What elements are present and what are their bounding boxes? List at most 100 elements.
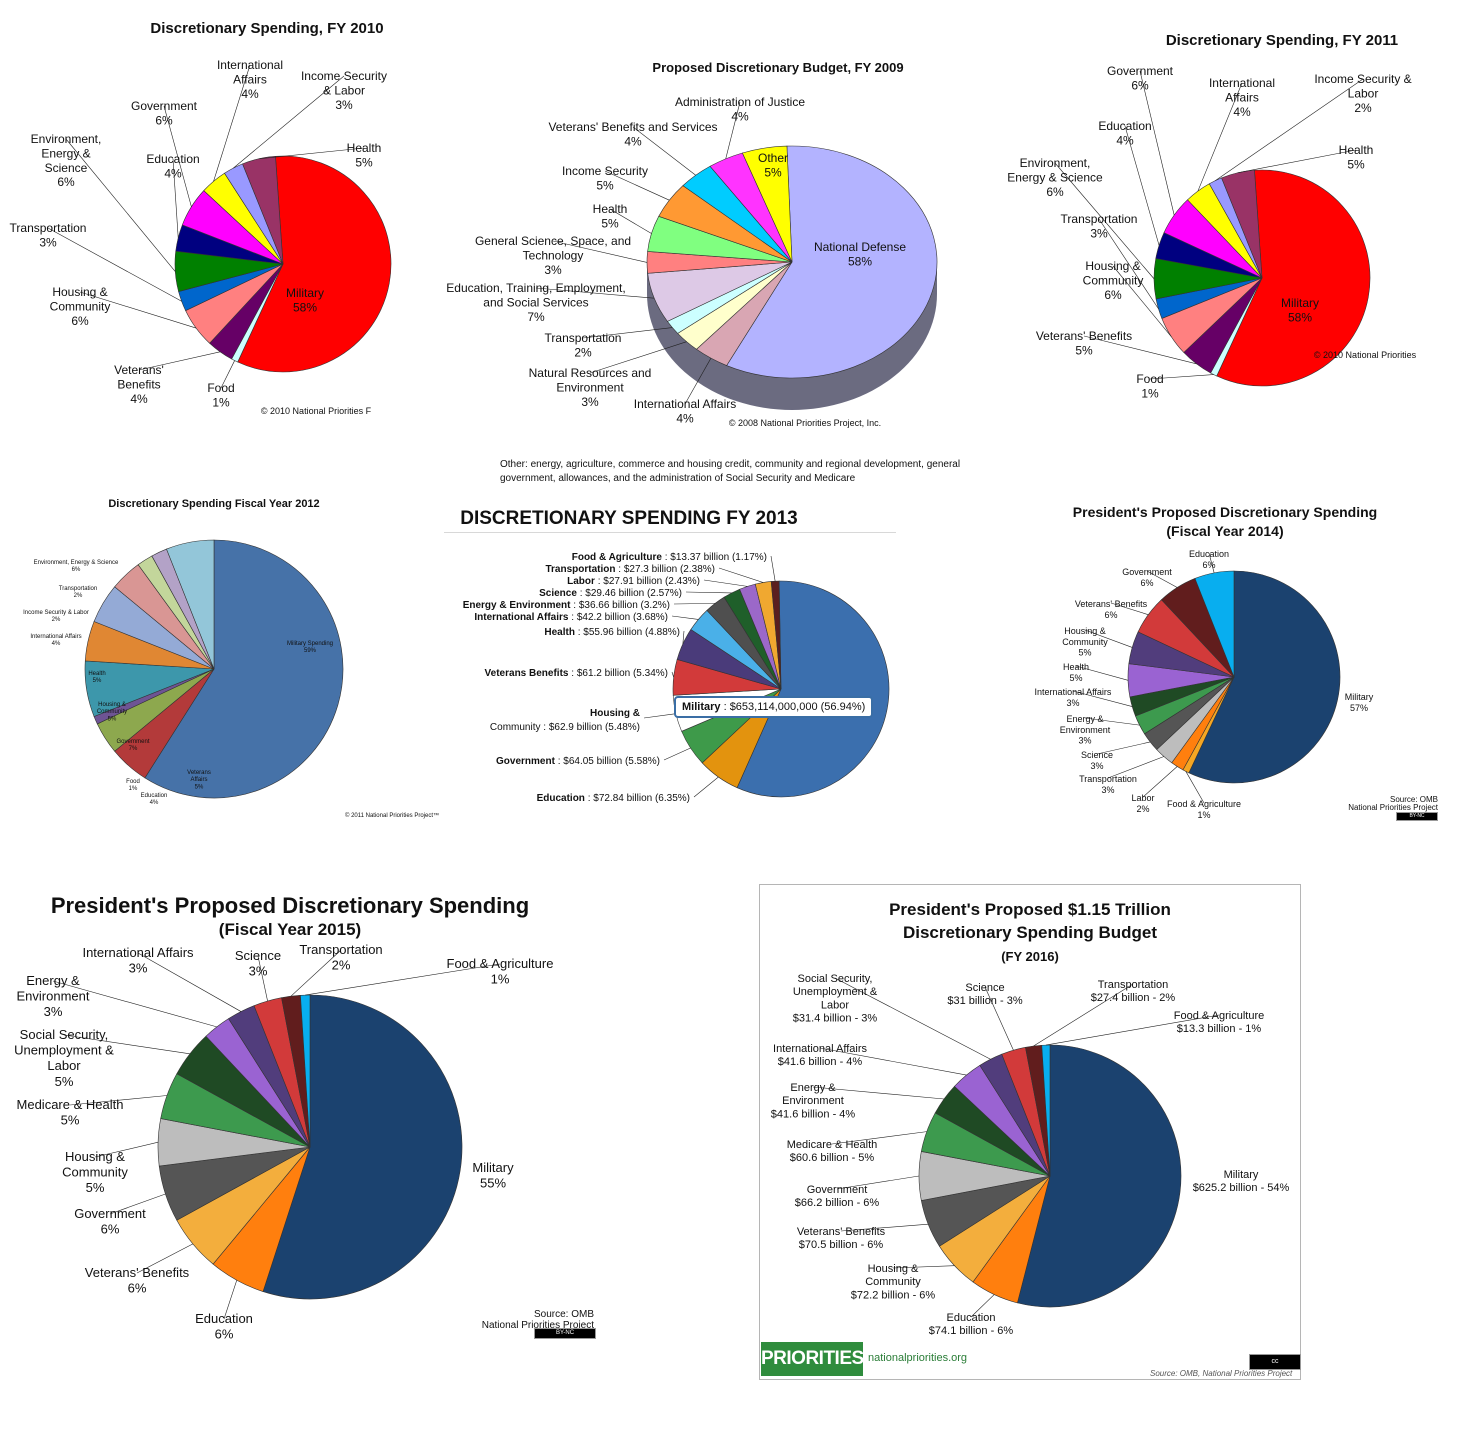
fy2016-source: Source: OMB, National Priorities Project bbox=[1150, 1369, 1293, 1378]
fy2014-label-military: Military 57% bbox=[1345, 692, 1374, 713]
fy2012-label-education: Education 4% bbox=[141, 793, 168, 806]
fy2016-leader-government bbox=[836, 1175, 920, 1190]
fy2010-label-government: Government 6% bbox=[131, 99, 198, 127]
fy2016-pie bbox=[812, 977, 1220, 1318]
fy2016-label-housing-community: Housing & Community $72.2 billion - 6% bbox=[851, 1263, 936, 1301]
fy2016-slice-food-agriculture[interactable] bbox=[1041, 1044, 1051, 1177]
fy2009-slice-other[interactable] bbox=[741, 145, 793, 263]
fy2014-leader-food-agriculture bbox=[1185, 771, 1205, 804]
fy2013-label-energy-environment: Energy & Environment : $36.66 billion (3… bbox=[463, 600, 670, 611]
fy2011-leader-veterans-benefits bbox=[1083, 335, 1197, 365]
fy2015-label-energy-environment: Energy & Environment 3% bbox=[17, 973, 90, 1019]
fy2014-label-veterans-benefits: Veterans' Benefits 6% bbox=[1075, 599, 1148, 620]
fy2016-label-international-affairs: International Affairs $41.6 billion - 4% bbox=[773, 1043, 867, 1068]
fy2009-pie bbox=[535, 101, 938, 410]
fy2012-slice-military-spending[interactable] bbox=[144, 539, 344, 799]
fy2015-label-science: Science 3% bbox=[235, 948, 281, 979]
fy2009-label-education-training-employment-and-social-services: Education, Training, Employment, and Soci… bbox=[446, 281, 625, 324]
fy2011-leader-transportation bbox=[1098, 218, 1159, 310]
fy2009-label-transportation: Transportation 2% bbox=[545, 331, 622, 359]
fy2013-label-veterans-benefits: Veterans Benefits : $61.2 billion (5.34%… bbox=[485, 668, 668, 679]
fy2015-leader-science bbox=[257, 955, 268, 1002]
fy2009-label-veterans-benefits-and-services: Veterans' Benefits and Services 4% bbox=[548, 120, 717, 148]
fy2014-leader-housing-community bbox=[1084, 629, 1133, 648]
fy2009-title: Proposed Discretionary Budget, FY 2009 bbox=[652, 60, 903, 75]
fy2015-label-international-affairs: International Affairs 3% bbox=[82, 945, 194, 976]
fy2013-tooltip-value: : $653,114,000,000 (56.94%) bbox=[723, 701, 866, 713]
fy2015-label-medicare-health: Medicare & Health 5% bbox=[17, 1097, 124, 1128]
fy2009-leader-administration-of-justice bbox=[725, 101, 741, 159]
fy2013-title-banner bbox=[444, 502, 896, 533]
fy2013-leader-health bbox=[682, 630, 685, 644]
fy2011-pie bbox=[1054, 70, 1371, 387]
fy2015-label-transportation: Transportation 2% bbox=[299, 942, 382, 973]
fy2016-label-science: Science $31 billion - 3% bbox=[947, 982, 1022, 1007]
fy2014-label-education: Education 6% bbox=[1189, 549, 1229, 570]
fy2014-leader-energy-environment bbox=[1084, 717, 1140, 726]
fy2009-slice-national-defense[interactable] bbox=[726, 145, 938, 379]
fy2011-leader-government bbox=[1139, 70, 1175, 216]
fy2011-slice-military[interactable] bbox=[1216, 169, 1371, 387]
fy2010-leader-health bbox=[258, 147, 365, 160]
fy2015-leader-energy-environment bbox=[52, 980, 217, 1028]
fy2013-label-labor: Labor : $27.91 billion (2.43%) bbox=[567, 576, 700, 587]
fy2015-source-line2: National Priorities Project bbox=[482, 1320, 594, 1331]
fy2015-leader-government bbox=[109, 1193, 166, 1215]
fy2016-leader-science bbox=[984, 986, 1014, 1051]
fy2009-leader-health bbox=[609, 208, 652, 234]
fy2015-leader-transportation bbox=[290, 949, 342, 997]
fy2016-title-line2: Discretionary Spending Budget bbox=[903, 923, 1157, 942]
fy2013-leader-transportation bbox=[718, 567, 764, 583]
fy2016-leader-housing-community bbox=[892, 1265, 955, 1269]
fy2013-leader-government bbox=[663, 747, 691, 761]
fy2016-slice-military[interactable] bbox=[1017, 1044, 1182, 1308]
fy2009-label-administration-of-justice: Administration of Justice 4% bbox=[675, 95, 805, 123]
fy2013-leader-food-agriculture bbox=[770, 555, 776, 582]
fy2010-slice-military[interactable] bbox=[237, 155, 392, 373]
fy2015-leader-food-agriculture bbox=[305, 963, 501, 996]
fy2010-leader-food bbox=[220, 360, 235, 389]
fy2010-label-food: Food 1% bbox=[207, 381, 234, 409]
fy2015-label-military: Military 55% bbox=[472, 1160, 514, 1191]
fy2013-label-education: Education : $72.84 billion (6.35%) bbox=[537, 793, 690, 804]
fy2009-leader-veterans-benefits-and-services bbox=[632, 126, 696, 176]
fy2014-source-line2: National Priorities Project bbox=[1348, 803, 1439, 812]
fy2014-label-labor: Labor 2% bbox=[1131, 793, 1154, 814]
fy2013-slice-military[interactable] bbox=[736, 580, 890, 798]
fy2015-cc-badge: BY-NC bbox=[534, 1328, 596, 1339]
fy2012-credit: © 2011 National Priorities Project™ bbox=[345, 812, 439, 819]
fy2016-leader-education bbox=[970, 1294, 995, 1318]
fy2010-leader-environment-energy-science bbox=[65, 138, 176, 272]
fy2014-label-science: Science 3% bbox=[1081, 750, 1113, 771]
fy2010-leader-transportation bbox=[47, 227, 182, 302]
fy2012-label-housing-community: Housing & Community 5% bbox=[97, 702, 127, 722]
fy2013-label-international-affairs: International Affairs : $42.2 billion (3… bbox=[474, 612, 668, 623]
fy2016-label-medicare-health: Medicare & Health $60.6 billion - 5% bbox=[787, 1139, 878, 1164]
fy2016-leader-social-security-unemployment-labor bbox=[834, 977, 991, 1060]
fy2014-leader-science bbox=[1096, 741, 1151, 755]
npp-logo: PRIORITIES bbox=[761, 1342, 864, 1376]
fy2014-leader-transportation bbox=[1107, 756, 1165, 779]
fy2015-label-government: Government 6% bbox=[74, 1206, 146, 1237]
fy2010-label-health: Health 5% bbox=[347, 141, 382, 169]
fy2015-slice-military[interactable] bbox=[262, 994, 463, 1300]
fy2015-leader-education bbox=[223, 1280, 238, 1320]
fy2015-pie bbox=[52, 949, 501, 1320]
fy2010-slice-health[interactable] bbox=[242, 155, 284, 265]
fy2015-source-line1: Source: OMB bbox=[534, 1309, 594, 1320]
fy2014-pie bbox=[1072, 552, 1341, 804]
fy2014-slice-education[interactable] bbox=[1194, 570, 1235, 678]
npp-url[interactable]: nationalpriorities.org bbox=[868, 1352, 968, 1364]
fy2010-leader-international-affairs bbox=[213, 64, 251, 182]
fy2010-label-international-affairs: International Affairs 4% bbox=[217, 58, 283, 101]
fy2009-label-health: Health 5% bbox=[593, 202, 628, 230]
fy2016-label-food-agriculture: Food & Agriculture $13.3 billion - 1% bbox=[1174, 1010, 1265, 1035]
fy2011-label-environment-energy-science: Environment, Energy & Science 6% bbox=[1007, 156, 1103, 199]
fy2015-leader-housing-community bbox=[94, 1141, 159, 1158]
fy2014-slice-military[interactable] bbox=[1188, 570, 1341, 784]
fy2016-label-military: Military $625.2 billion - 54% bbox=[1193, 1169, 1290, 1194]
fy2016-leader-food-agriculture bbox=[1045, 1014, 1220, 1046]
fy2009-leader-transportation bbox=[582, 327, 673, 339]
fy2012-slice-environment-energy-science[interactable] bbox=[166, 539, 215, 670]
